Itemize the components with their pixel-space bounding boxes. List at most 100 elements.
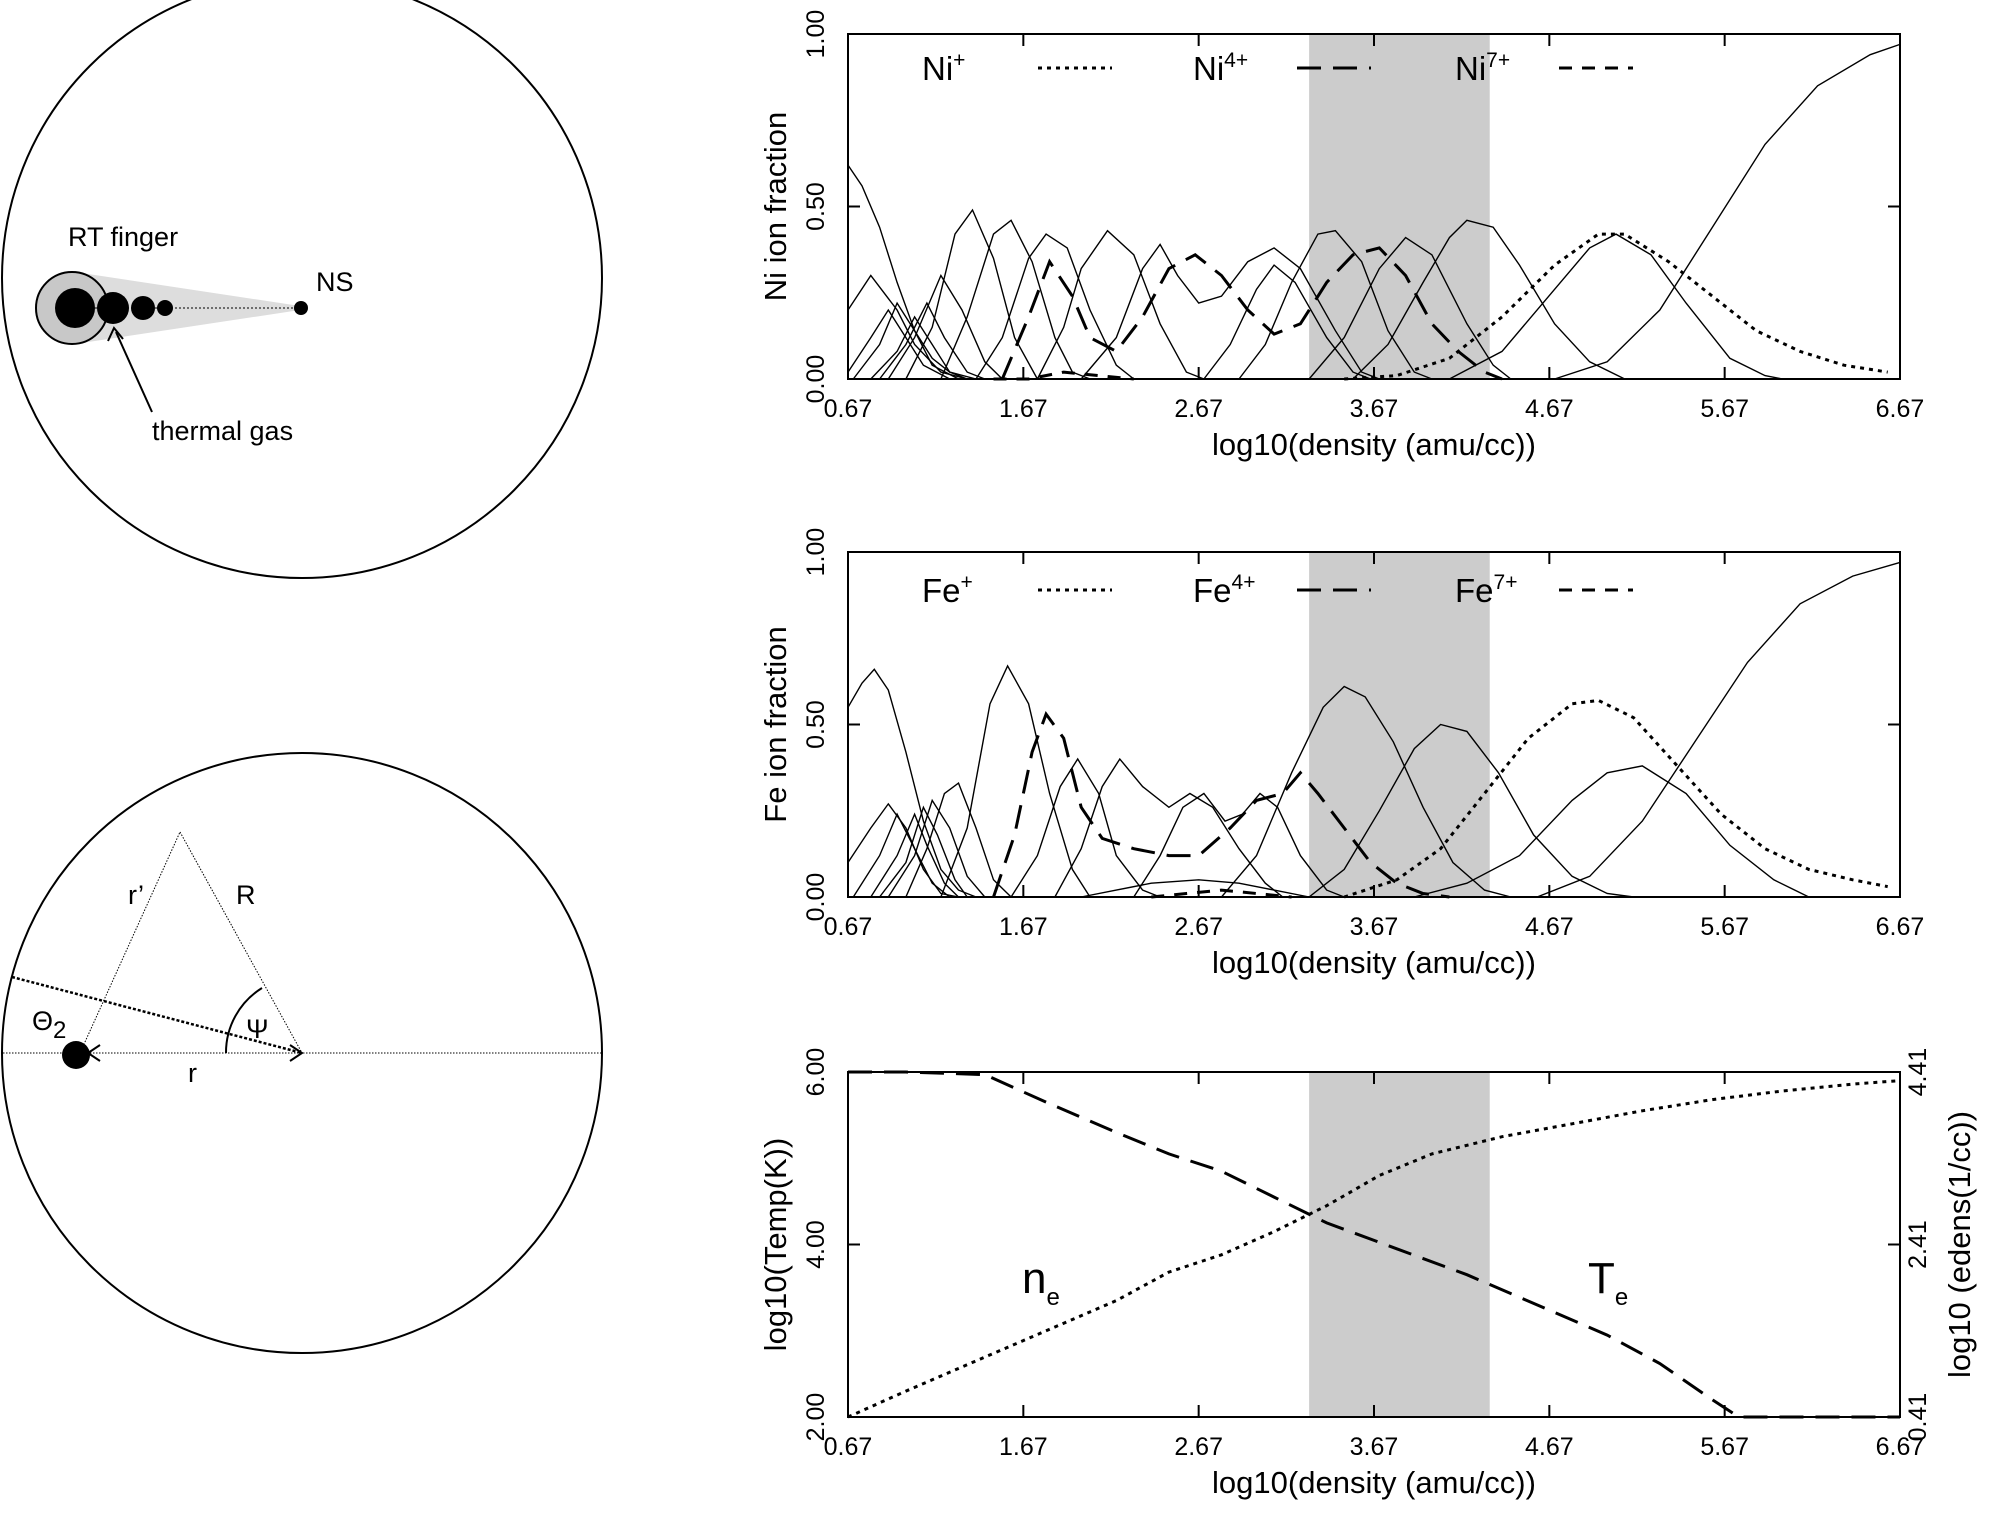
fe-series-17-long-dash: [992, 710, 1450, 899]
ni-series-1-solid: [847, 274, 968, 380]
fe-shaded-region: [1309, 552, 1490, 897]
temp-series-0-dotted: [847, 1079, 1901, 1419]
temp-y-axis-label: log10(Temp(K)): [758, 1138, 793, 1352]
temp-x-axis-label: log10(density (amu/cc)): [1212, 1465, 1536, 1500]
fe-x-tick-label-3: 3.67: [1350, 913, 1399, 941]
fe-series-layer: [847, 561, 1901, 899]
temp-x-tick-label-3: 3.67: [1350, 1433, 1399, 1461]
ni-y-tick-label-2: 1.00: [802, 10, 830, 59]
fe-series-12-solid: [1220, 685, 1511, 898]
R-line: [179, 831, 303, 1054]
fe-series-8-solid: [1010, 757, 1161, 898]
fe-series-6-solid: [905, 781, 1012, 898]
fe-legend: Fe+ Fe4+ Fe7+: [922, 571, 1633, 609]
ni-series-17-solid: [1554, 43, 1901, 380]
source-dot: [62, 1041, 90, 1069]
theta-label: Θ2: [32, 1006, 66, 1044]
ni-series-19-long-dash: [1000, 246, 1503, 381]
temp-x-tick-label-6: 6.67: [1876, 1433, 1925, 1461]
rt-finger-diagram: RT finger NS thermal gas: [1, 0, 603, 579]
temp-annotation-0: ne: [1022, 1254, 1060, 1311]
psi-angle-arc: [224, 987, 263, 1054]
fe-series-9-solid: [1054, 757, 1284, 898]
fe-series-15-solid: [1536, 561, 1901, 898]
ni-legend-label-2: Ni7+: [1455, 49, 1510, 87]
ni-series-13-solid: [1238, 229, 1433, 380]
fe-legend-label-2: Fe7+: [1455, 571, 1517, 609]
ni-x-tick-label-0: 0.67: [824, 395, 873, 423]
fe-series-18-dashed: [1151, 888, 1292, 899]
temp-y2-tick-label-1: 2.41: [1904, 1220, 1932, 1269]
fe-x-tick-label-5: 5.67: [1700, 913, 1749, 941]
neutron-star-dot: [294, 301, 308, 315]
ni-x-tick-label-2: 2.67: [1174, 395, 1223, 423]
temp-shaded-region: [1309, 1072, 1490, 1417]
ni-y-tick-label-0: 0.00: [802, 355, 830, 404]
thermal-gas-label: thermal gas: [152, 416, 293, 446]
fe-x-tick-label-1: 1.67: [999, 913, 1048, 941]
r-prime-label: r’: [128, 880, 144, 910]
diagram-boundary-circle: [1, 0, 603, 579]
fe-series-5-solid: [887, 798, 986, 898]
ni-shaded-region: [1309, 34, 1490, 379]
fe-x-tick-label-6: 6.67: [1876, 913, 1925, 941]
fe-series-0-solid: [847, 668, 977, 898]
geometry-boundary-circle: [1, 752, 603, 1354]
temp-x-tick-label-1: 1.67: [999, 1433, 1048, 1461]
ni-series-20-dashed: [993, 370, 1134, 381]
r-arrow-right-head: [289, 1044, 304, 1062]
ni-series-layer: [847, 43, 1901, 381]
ns-label: NS: [316, 267, 354, 297]
fe-x-tick-label-2: 2.67: [1174, 913, 1223, 941]
temp-x-tick-label-4: 4.67: [1525, 1433, 1574, 1461]
psi-label: Ψ: [246, 1014, 269, 1044]
ni-series-12-solid: [1203, 264, 1371, 380]
ni-series-8-solid: [940, 219, 1091, 380]
temp-y-tick-label-2: 6.00: [802, 1048, 830, 1097]
ni-x-tick-label-4: 4.67: [1525, 395, 1574, 423]
ni-legend-label-1: Ni4+: [1193, 49, 1248, 87]
temp-series-layer: [847, 1070, 1901, 1419]
thermal-gas-arrow-line: [115, 331, 153, 413]
ni-x-axis-label: log10(density (amu/cc)): [1212, 427, 1536, 462]
fe-legend-label-1: Fe4+: [1193, 571, 1255, 609]
r-prime-line: [79, 831, 181, 1054]
fe-y-tick-label-1: 0.50: [802, 700, 830, 749]
ni-x-tick-label-1: 1.67: [999, 395, 1048, 423]
fe-x-tick-label-4: 4.67: [1525, 913, 1574, 941]
fe-x-axis-label: log10(density (amu/cc)): [1212, 945, 1536, 980]
ni-legend: Ni+ Ni4+ Ni7+: [922, 49, 1633, 87]
r-label: r: [188, 1058, 197, 1088]
ni-y-tick-label-1: 0.50: [802, 182, 830, 231]
rt-finger-label: RT finger: [68, 222, 178, 252]
ni-series-15-solid: [1352, 219, 1626, 380]
fe-y-tick-label-2: 1.00: [802, 528, 830, 577]
fe-series-3-solid: [870, 812, 959, 898]
ni-x-tick-label-5: 5.67: [1700, 395, 1749, 423]
ni-axis-ticks: 0.67 1.67 2.67 3.67 4.67 5.67 6.67 0.00 0.50 1.00: [802, 10, 1924, 423]
fe-x-tick-label-0: 0.67: [824, 913, 873, 941]
thermal-gas-arrow-head: [107, 326, 124, 342]
fe-axis-ticks: 0.67 1.67 2.67 3.67 4.67 5.67 6.67 0.00 0.50 1.00: [802, 528, 1924, 941]
fe-y-axis-label: Fe ion fraction: [758, 626, 793, 822]
temp-x-tick-label-5: 5.67: [1700, 1433, 1749, 1461]
fe-series-16-dotted: [1343, 698, 1888, 899]
ni-series-3-solid: [852, 301, 959, 380]
ni-series-10-solid: [1036, 229, 1205, 380]
temp-annotations: ne Te: [1022, 1254, 1628, 1311]
ni-series-0-solid: [847, 164, 977, 380]
ni-series-2-solid: [847, 308, 951, 380]
fe-series-13-solid: [1308, 723, 1634, 898]
temp-series-1-long-dash: [848, 1070, 1900, 1419]
fe-series-4-solid: [879, 805, 968, 898]
ni-series-9-solid: [975, 233, 1135, 380]
temp-y-tick-label-1: 4.00: [802, 1220, 830, 1269]
ni-series-16-solid: [1449, 233, 1783, 380]
temp-y-tick-label-0: 2.00: [802, 1393, 830, 1442]
fe-legend-label-0: Fe+: [922, 571, 973, 609]
temp-annotation-1: Te: [1588, 1254, 1628, 1311]
temp-y2-tick-label-0: 0.41: [1904, 1393, 1932, 1442]
temp-x-tick-label-2: 2.67: [1174, 1433, 1223, 1461]
ni-series-7-solid: [905, 208, 1039, 380]
ni-series-18-dotted: [1344, 232, 1888, 381]
